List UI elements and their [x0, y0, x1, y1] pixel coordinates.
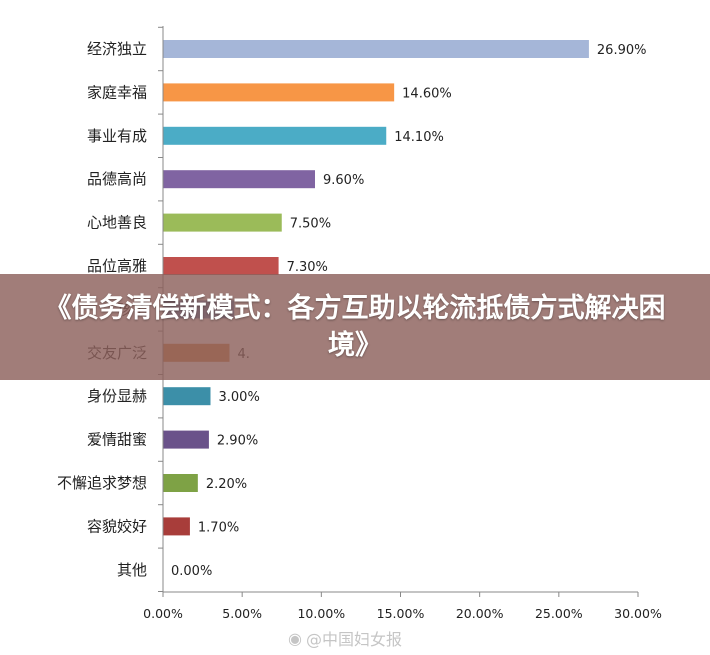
x-axis: 0.00% 5.00% 10.00% 15.00% 20.00% 25.00% 30.00%: [143, 26, 662, 621]
value-label-8: 3.00%: [219, 390, 260, 405]
x-tick-label-2: 10.00%: [297, 606, 345, 621]
value-label-1: 14.60%: [402, 86, 452, 101]
bar-10: [163, 474, 198, 492]
bar-3: [163, 170, 315, 189]
bar-5: [163, 257, 279, 275]
category-label-11: 容貌姣好: [87, 517, 147, 535]
value-label-10: 2.20%: [206, 477, 247, 492]
x-tick-label-4: 20.00%: [456, 606, 504, 621]
weibo-icon: ◉: [288, 628, 302, 648]
category-label-12: 其他: [117, 561, 147, 579]
category-label-9: 爱情甜蜜: [87, 431, 147, 449]
value-label-11: 1.70%: [198, 520, 239, 535]
value-labels: 26.90%14.60%14.10%9.60%7.50%7.30%4.3.00%…: [171, 43, 646, 579]
category-label-4: 心地善良: [87, 214, 147, 232]
value-label-5: 7.30%: [287, 260, 328, 275]
category-label-3: 品德高尚: [87, 170, 147, 188]
x-tick-label-0: 0.00%: [143, 606, 183, 621]
category-label-10: 不懈追求梦想: [57, 474, 147, 492]
x-tick-label-1: 5.00%: [222, 606, 262, 621]
value-label-2: 14.10%: [394, 130, 444, 145]
bar-1: [163, 83, 395, 102]
value-label-3: 9.60%: [323, 173, 364, 188]
category-label-0: 经济独立: [87, 40, 147, 58]
x-tick-label-3: 15.00%: [377, 606, 425, 621]
bar-9: [163, 430, 209, 449]
watermark-text: @中国妇女报: [305, 630, 402, 649]
value-label-12: 0.00%: [171, 564, 212, 579]
banner-title: 《债务清偿新模式：各方互助以轮流抵债方式解决困境》: [44, 293, 666, 361]
title-banner: 《债务清偿新模式：各方互助以轮流抵债方式解决困境》: [0, 274, 710, 380]
x-tick-label-5: 25.00%: [535, 606, 583, 621]
bar-11: [163, 517, 190, 536]
bar-0: [163, 40, 589, 58]
value-label-9: 2.90%: [217, 434, 258, 449]
bar-8: [163, 387, 211, 406]
category-label-2: 事业有成: [87, 127, 147, 145]
category-label-1: 家庭幸福: [87, 83, 147, 101]
value-label-4: 7.50%: [290, 217, 331, 232]
category-label-5: 品位高雅: [87, 257, 147, 275]
value-label-0: 26.90%: [597, 43, 647, 58]
bar-2: [163, 126, 387, 145]
watermark: ◉ @中国妇女报: [288, 626, 402, 650]
category-label-8: 身份显赫: [87, 387, 147, 405]
bar-4: [163, 213, 282, 232]
x-tick-label-6: 30.00%: [614, 606, 662, 621]
